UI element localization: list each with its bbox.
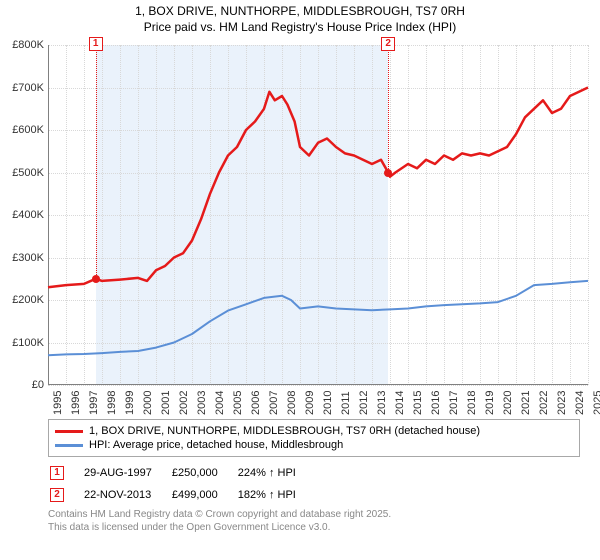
event-date: 29-AUG-1997: [84, 463, 170, 483]
legend-swatch: [55, 430, 83, 433]
x-axis-label: 2011: [340, 392, 352, 416]
x-axis-label: 2006: [250, 391, 262, 415]
title-line2: Price paid vs. HM Land Registry's House …: [0, 20, 600, 36]
y-axis-label: £400K: [0, 209, 44, 221]
x-axis-label: 2023: [556, 391, 568, 415]
y-axis-label: £300K: [0, 252, 44, 264]
x-axis-label: 1995: [52, 391, 64, 415]
x-axis-label: 2020: [502, 391, 514, 415]
marker-dot: [384, 169, 392, 177]
x-axis-label: 2009: [304, 391, 316, 415]
event-price: £250,000: [172, 463, 236, 483]
event-change: 224% ↑ HPI: [238, 463, 314, 483]
x-axis-label: 2018: [466, 391, 478, 415]
x-axis-label: 2007: [268, 391, 280, 415]
legend-label: HPI: Average price, detached house, Midd…: [89, 439, 343, 451]
x-axis-label: 2005: [232, 391, 244, 415]
event-price: £499,000: [172, 485, 236, 505]
legend-swatch: [55, 444, 83, 447]
marker-dot: [92, 275, 100, 283]
title-line1: 1, BOX DRIVE, NUNTHORPE, MIDDLESBROUGH, …: [0, 4, 600, 20]
x-axis-label: 2012: [358, 391, 370, 415]
event-row: 2 22-NOV-2013£499,000182% ↑ HPI: [50, 485, 314, 505]
x-axis-label: 2000: [142, 391, 154, 415]
y-axis-label: £700K: [0, 82, 44, 94]
event-row: 1 29-AUG-1997£250,000224% ↑ HPI: [50, 463, 314, 483]
marker-badge: 1: [89, 37, 103, 51]
y-axis-label: £0: [0, 379, 44, 391]
footer-block: Contains HM Land Registry data © Crown c…: [48, 509, 580, 534]
x-axis-label: 2004: [214, 391, 226, 415]
event-marker-badge: 1: [50, 466, 64, 480]
x-axis-label: 1999: [124, 391, 136, 415]
x-axis-label: 2010: [322, 391, 334, 415]
y-axis-label: £100K: [0, 337, 44, 349]
x-axis-label: 2024: [574, 391, 586, 415]
marker-line: [96, 45, 97, 279]
event-date: 22-NOV-2013: [84, 485, 170, 505]
x-axis-label: 2003: [196, 391, 208, 415]
x-axis-label: 2017: [448, 391, 460, 415]
marker-badge: 2: [381, 37, 395, 51]
gridline-v: [588, 45, 589, 385]
chart-area: 12 £0£100K£200K£300K£400K£500K£600K£700K…: [0, 37, 600, 417]
y-axis-label: £200K: [0, 294, 44, 306]
x-axis-label: 2015: [412, 391, 424, 415]
x-axis-label: 2025: [592, 391, 600, 415]
x-axis-label: 1996: [70, 391, 82, 415]
x-axis-label: 2002: [178, 391, 190, 415]
x-axis-label: 2021: [520, 391, 532, 415]
footer-line1: Contains HM Land Registry data © Crown c…: [48, 509, 580, 522]
footer-line2: This data is licensed under the Open Gov…: [48, 522, 580, 535]
x-axis-label: 2014: [394, 391, 406, 415]
events-table: 1 29-AUG-1997£250,000224% ↑ HPI 2 22-NOV-20…: [48, 461, 316, 507]
x-axis-label: 2013: [376, 391, 388, 415]
event-marker-badge: 2: [50, 488, 64, 502]
x-axis-label: 2016: [430, 391, 442, 415]
x-axis-label: 2022: [538, 391, 550, 415]
plot-region: 12: [48, 45, 588, 385]
series-property: [48, 88, 588, 288]
series-svg: [48, 45, 588, 385]
event-change: 182% ↑ HPI: [238, 485, 314, 505]
marker-line: [388, 45, 389, 173]
x-axis-label: 2008: [286, 391, 298, 415]
x-axis-label: 1998: [106, 391, 118, 415]
x-axis-label: 2001: [160, 391, 172, 415]
y-axis-label: £800K: [0, 39, 44, 51]
chart-container: 1, BOX DRIVE, NUNTHORPE, MIDDLESBROUGH, …: [0, 0, 600, 560]
gridline-h: [48, 385, 588, 386]
y-axis-label: £500K: [0, 167, 44, 179]
legend-row: 1, BOX DRIVE, NUNTHORPE, MIDDLESBROUGH, …: [55, 424, 573, 438]
title-block: 1, BOX DRIVE, NUNTHORPE, MIDDLESBROUGH, …: [0, 0, 600, 37]
x-axis-label: 2019: [484, 391, 496, 415]
legend-row: HPI: Average price, detached house, Midd…: [55, 438, 573, 452]
y-axis-label: £600K: [0, 124, 44, 136]
legend-box: 1, BOX DRIVE, NUNTHORPE, MIDDLESBROUGH, …: [48, 419, 580, 457]
x-axis-label: 1997: [88, 391, 100, 415]
legend-label: 1, BOX DRIVE, NUNTHORPE, MIDDLESBROUGH, …: [89, 425, 480, 437]
series-hpi: [48, 281, 588, 355]
